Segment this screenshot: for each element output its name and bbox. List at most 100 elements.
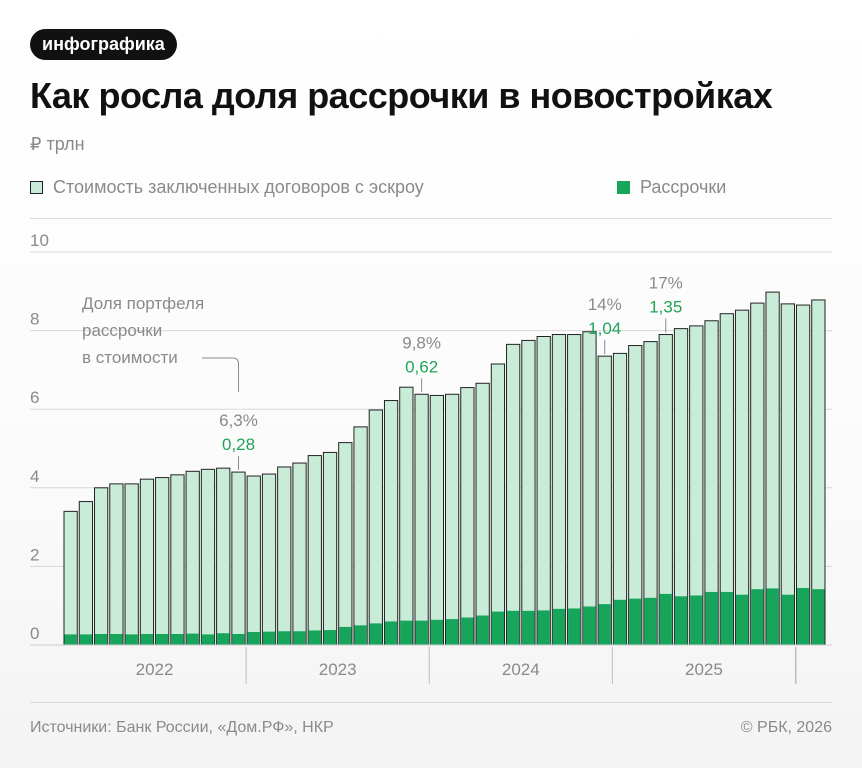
y-tick-label: 6 <box>30 388 39 407</box>
bar-escrow <box>231 471 246 646</box>
bar-installments <box>201 634 215 645</box>
bar-escrow <box>780 303 795 646</box>
annotation-share: 14% <box>588 295 622 314</box>
bar-installments <box>186 633 199 645</box>
bar-installments <box>583 606 596 645</box>
sources-text: Источники: Банк России, «Дом.РФ», НКР <box>30 719 334 736</box>
bar-escrow <box>200 468 216 646</box>
bar-installments <box>79 634 93 645</box>
bar-installments <box>537 610 550 645</box>
bar-escrow <box>277 466 292 646</box>
bar-escrow <box>78 501 94 646</box>
bar-escrow <box>94 487 109 646</box>
bar-installments <box>354 625 367 645</box>
bar-installments <box>812 589 825 645</box>
bar-escrow <box>63 510 78 646</box>
year-label: 2025 <box>685 660 723 679</box>
y-tick-label: 8 <box>30 310 39 329</box>
bar-escrow <box>521 339 536 646</box>
bar-installments <box>522 610 535 645</box>
bar-escrow <box>567 334 582 646</box>
bar-installments <box>156 633 169 645</box>
annotation-value: 0,28 <box>222 435 255 454</box>
bar-escrow <box>414 393 429 646</box>
annotation-value: 1,35 <box>649 298 682 317</box>
bar-installments <box>262 631 276 645</box>
bar-installments <box>140 633 154 645</box>
bar-installments <box>247 632 260 645</box>
bar-installments <box>476 615 489 645</box>
bar-escrow <box>322 451 338 646</box>
bar-installments <box>400 620 413 645</box>
year-label: 2024 <box>502 660 540 679</box>
copyright-text: © РБК, 2026 <box>740 719 832 736</box>
bar-installments <box>659 593 672 645</box>
annotation-share: 9,8% <box>402 333 441 352</box>
infographic-tag: инфографика <box>30 29 177 60</box>
legend-item-escrow: Стоимость заключенных договоров с эскроу <box>30 177 424 198</box>
bar-escrow <box>383 400 399 646</box>
bar-escrow <box>216 467 231 646</box>
bar-installments <box>781 594 794 645</box>
bar-installments <box>751 589 764 645</box>
bar-installments <box>644 597 657 645</box>
bar-installments <box>690 595 703 645</box>
bar-installments <box>720 591 733 645</box>
bar-escrow <box>536 335 551 646</box>
bar-escrow <box>353 426 368 646</box>
bar-installments <box>217 633 230 645</box>
bar-installments <box>430 619 443 645</box>
bar-escrow <box>307 455 322 646</box>
bar-installments <box>95 633 108 645</box>
bar-installments <box>308 630 321 645</box>
bottom-divider <box>30 702 832 703</box>
bar-installments <box>766 588 779 645</box>
bar-installments <box>491 611 505 645</box>
bar-chart: 0 2 4 6 8 10 2022 2023 2024 2025 6,3% 0,28 9,8% 0,62 1… <box>30 231 832 684</box>
annotation-description: рассрочки <box>82 321 162 340</box>
y-tick-label: 0 <box>30 624 39 643</box>
bar-installments <box>171 633 184 645</box>
y-tick-label: 10 <box>30 231 49 250</box>
legend-swatch-installments <box>617 181 630 194</box>
bar-installments <box>293 631 306 645</box>
bar-installments <box>735 594 749 645</box>
bar-escrow <box>399 386 414 646</box>
unit-label: ₽ трлн <box>30 134 85 154</box>
annotation-description: в стоимости <box>82 348 178 367</box>
bar-installments <box>598 604 611 645</box>
annotation-value: 1,04 <box>588 319 621 338</box>
bar-installments <box>125 634 138 645</box>
bar-installments <box>278 631 291 645</box>
legend-label-escrow: Стоимость заключенных договоров с эскроу <box>53 177 424 197</box>
bar-installments <box>232 633 245 645</box>
bar-escrow <box>185 470 200 646</box>
legend-item-installments: Рассрочки <box>617 177 726 198</box>
legend-label-installments: Рассрочки <box>640 177 727 197</box>
bar-escrow <box>475 382 490 646</box>
bar-installments <box>446 619 459 645</box>
bar-escrow <box>292 462 307 646</box>
bar-escrow <box>582 331 597 646</box>
bar-installments <box>384 621 398 645</box>
bar-installments <box>629 598 642 645</box>
y-tick-label: 4 <box>30 467 39 486</box>
bar-escrow <box>368 409 383 646</box>
bar-installments <box>507 610 520 645</box>
bar-escrow <box>506 343 521 646</box>
bar-escrow <box>109 483 124 646</box>
bar-escrow <box>124 483 139 646</box>
bar-installments <box>339 626 352 645</box>
annotation-description-leader <box>202 357 239 392</box>
bar-installments <box>613 599 627 645</box>
year-label: 2023 <box>319 660 357 679</box>
bar-installments <box>323 630 337 645</box>
bar-installments <box>674 596 688 645</box>
year-label: 2022 <box>136 660 174 679</box>
annotation-share: 6,3% <box>219 411 258 430</box>
bar-escrow <box>429 394 444 646</box>
bar-escrow <box>490 363 506 646</box>
annotation-description: Доля портфеля <box>82 294 204 313</box>
legend-swatch-escrow <box>30 181 43 194</box>
bar-escrow <box>155 477 170 646</box>
